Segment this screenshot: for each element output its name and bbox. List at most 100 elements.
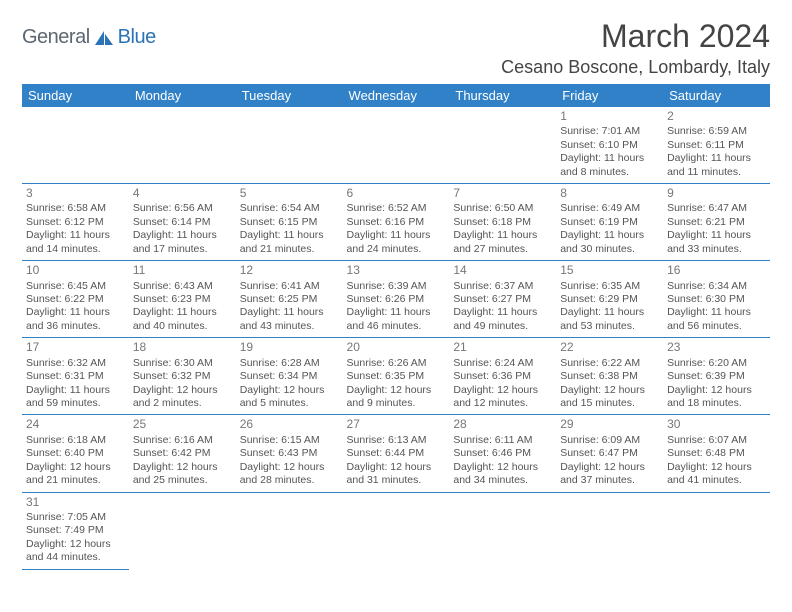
date-number: 3 [26, 186, 125, 201]
sunset-line: Sunset: 6:44 PM [347, 447, 446, 460]
sunset-line: Sunset: 6:30 PM [667, 293, 766, 306]
sunset-line: Sunset: 6:16 PM [347, 216, 446, 229]
day-cell: 30Sunrise: 6:07 AMSunset: 6:48 PMDayligh… [663, 415, 770, 492]
sunrise-line: Sunrise: 6:52 AM [347, 202, 446, 215]
day-cell: 6Sunrise: 6:52 AMSunset: 6:16 PMDaylight… [343, 184, 450, 261]
date-number: 20 [347, 340, 446, 355]
empty-cell [22, 107, 129, 184]
date-number: 11 [133, 263, 232, 278]
empty-cell [343, 107, 450, 184]
date-number: 23 [667, 340, 766, 355]
date-number: 28 [453, 417, 552, 432]
day-cell: 25Sunrise: 6:16 AMSunset: 6:42 PMDayligh… [129, 415, 236, 492]
sunset-line: Sunset: 6:15 PM [240, 216, 339, 229]
sunrise-line: Sunrise: 6:07 AM [667, 434, 766, 447]
empty-cell [449, 107, 556, 184]
date-number: 29 [560, 417, 659, 432]
sunrise-line: Sunrise: 6:58 AM [26, 202, 125, 215]
daylight-line: Daylight: 11 hours and 33 minutes. [667, 229, 766, 256]
date-number: 12 [240, 263, 339, 278]
day-header-tuesday: Tuesday [236, 84, 343, 107]
daylight-line: Daylight: 11 hours and 14 minutes. [26, 229, 125, 256]
day-cell: 22Sunrise: 6:22 AMSunset: 6:38 PMDayligh… [556, 338, 663, 415]
sunrise-line: Sunrise: 6:13 AM [347, 434, 446, 447]
calendar-row: 10Sunrise: 6:45 AMSunset: 6:22 PMDayligh… [22, 261, 770, 338]
sunrise-line: Sunrise: 6:18 AM [26, 434, 125, 447]
date-number: 8 [560, 186, 659, 201]
day-header-saturday: Saturday [663, 84, 770, 107]
sunrise-line: Sunrise: 6:11 AM [453, 434, 552, 447]
daylight-line: Daylight: 12 hours and 21 minutes. [26, 461, 125, 488]
date-number: 10 [26, 263, 125, 278]
day-cell: 20Sunrise: 6:26 AMSunset: 6:35 PMDayligh… [343, 338, 450, 415]
sunrise-line: Sunrise: 6:37 AM [453, 280, 552, 293]
daylight-line: Daylight: 11 hours and 53 minutes. [560, 306, 659, 333]
daylight-line: Daylight: 12 hours and 15 minutes. [560, 384, 659, 411]
empty-cell [236, 492, 343, 569]
date-number: 5 [240, 186, 339, 201]
sunrise-line: Sunrise: 6:26 AM [347, 357, 446, 370]
day-cell: 27Sunrise: 6:13 AMSunset: 6:44 PMDayligh… [343, 415, 450, 492]
sunrise-line: Sunrise: 6:16 AM [133, 434, 232, 447]
day-cell: 15Sunrise: 6:35 AMSunset: 6:29 PMDayligh… [556, 261, 663, 338]
daylight-line: Daylight: 12 hours and 12 minutes. [453, 384, 552, 411]
day-cell: 13Sunrise: 6:39 AMSunset: 6:26 PMDayligh… [343, 261, 450, 338]
header-right: March 2024 [601, 18, 770, 55]
date-number: 31 [26, 495, 125, 510]
empty-cell [129, 107, 236, 184]
day-cell: 18Sunrise: 6:30 AMSunset: 6:32 PMDayligh… [129, 338, 236, 415]
calendar-row: 24Sunrise: 6:18 AMSunset: 6:40 PMDayligh… [22, 415, 770, 492]
sunrise-line: Sunrise: 6:49 AM [560, 202, 659, 215]
calendar-row: 31Sunrise: 7:05 AMSunset: 7:49 PMDayligh… [22, 492, 770, 569]
sunset-line: Sunset: 6:40 PM [26, 447, 125, 460]
daylight-line: Daylight: 11 hours and 40 minutes. [133, 306, 232, 333]
empty-cell [556, 492, 663, 569]
day-cell: 11Sunrise: 6:43 AMSunset: 6:23 PMDayligh… [129, 261, 236, 338]
date-number: 27 [347, 417, 446, 432]
daylight-line: Daylight: 11 hours and 17 minutes. [133, 229, 232, 256]
daylight-line: Daylight: 11 hours and 59 minutes. [26, 384, 125, 411]
sunset-line: Sunset: 6:42 PM [133, 447, 232, 460]
sunset-line: Sunset: 6:38 PM [560, 370, 659, 383]
day-cell: 4Sunrise: 6:56 AMSunset: 6:14 PMDaylight… [129, 184, 236, 261]
day-header-monday: Monday [129, 84, 236, 107]
daylight-line: Daylight: 12 hours and 28 minutes. [240, 461, 339, 488]
date-number: 15 [560, 263, 659, 278]
sunset-line: Sunset: 6:14 PM [133, 216, 232, 229]
day-cell: 8Sunrise: 6:49 AMSunset: 6:19 PMDaylight… [556, 184, 663, 261]
page-header: General Blue March 2024 [22, 18, 770, 55]
day-cell: 21Sunrise: 6:24 AMSunset: 6:36 PMDayligh… [449, 338, 556, 415]
daylight-line: Daylight: 12 hours and 9 minutes. [347, 384, 446, 411]
date-number: 1 [560, 109, 659, 124]
sunrise-line: Sunrise: 6:47 AM [667, 202, 766, 215]
day-cell: 9Sunrise: 6:47 AMSunset: 6:21 PMDaylight… [663, 184, 770, 261]
date-number: 24 [26, 417, 125, 432]
date-number: 2 [667, 109, 766, 124]
sunrise-line: Sunrise: 6:45 AM [26, 280, 125, 293]
calendar-row: 3Sunrise: 6:58 AMSunset: 6:12 PMDaylight… [22, 184, 770, 261]
brand-logo: General Blue [22, 18, 156, 49]
sunrise-line: Sunrise: 6:35 AM [560, 280, 659, 293]
day-cell: 12Sunrise: 6:41 AMSunset: 6:25 PMDayligh… [236, 261, 343, 338]
daylight-line: Daylight: 11 hours and 27 minutes. [453, 229, 552, 256]
day-cell: 5Sunrise: 6:54 AMSunset: 6:15 PMDaylight… [236, 184, 343, 261]
sunset-line: Sunset: 6:47 PM [560, 447, 659, 460]
sunset-line: Sunset: 6:36 PM [453, 370, 552, 383]
sunset-line: Sunset: 7:49 PM [26, 524, 125, 537]
sunrise-line: Sunrise: 6:34 AM [667, 280, 766, 293]
sunrise-line: Sunrise: 6:59 AM [667, 125, 766, 138]
day-cell: 29Sunrise: 6:09 AMSunset: 6:47 PMDayligh… [556, 415, 663, 492]
daylight-line: Daylight: 11 hours and 56 minutes. [667, 306, 766, 333]
sunset-line: Sunset: 6:11 PM [667, 139, 766, 152]
sunset-line: Sunset: 6:32 PM [133, 370, 232, 383]
daylight-line: Daylight: 12 hours and 2 minutes. [133, 384, 232, 411]
date-number: 19 [240, 340, 339, 355]
daylight-line: Daylight: 12 hours and 44 minutes. [26, 538, 125, 565]
sunset-line: Sunset: 6:48 PM [667, 447, 766, 460]
day-cell: 26Sunrise: 6:15 AMSunset: 6:43 PMDayligh… [236, 415, 343, 492]
day-cell: 3Sunrise: 6:58 AMSunset: 6:12 PMDaylight… [22, 184, 129, 261]
sunset-line: Sunset: 6:31 PM [26, 370, 125, 383]
sail-icon [93, 29, 115, 47]
sunset-line: Sunset: 6:26 PM [347, 293, 446, 306]
month-title: March 2024 [601, 18, 770, 55]
